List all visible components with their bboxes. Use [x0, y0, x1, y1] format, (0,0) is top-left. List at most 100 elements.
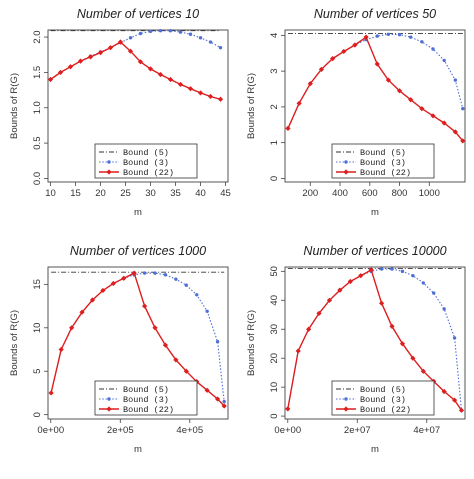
y-tick-label: 50 [269, 266, 280, 277]
data-point-bound3 [431, 47, 435, 51]
data-point-bound22 [162, 342, 169, 348]
x-tick-label: 4e+05 [176, 425, 203, 436]
data-point-bound22 [77, 58, 84, 64]
series-line-2 [50, 272, 225, 402]
data-point-bound3 [198, 36, 203, 40]
chart-panel-3: Number of vertices 1000 0e+00 2e+05 4e+05 0 5… [9, 244, 229, 455]
data-point-bound3 [163, 273, 168, 277]
data-point-bound3 [222, 399, 226, 404]
x-tick-label: 400 [332, 188, 348, 199]
data-point-bound3 [432, 291, 436, 295]
data-point-bound22 [107, 45, 114, 51]
data-point-bound3 [153, 271, 157, 275]
data-point-bound22 [460, 138, 466, 144]
y-tick-label: 40 [269, 295, 280, 306]
series-line-2 [50, 30, 221, 80]
data-point-bound22 [347, 278, 353, 285]
data-point-bound22 [410, 355, 416, 361]
data-point-bound3 [442, 307, 446, 311]
data-point-bound22 [127, 48, 134, 54]
data-point-bound3 [452, 336, 457, 340]
chart-title: Number of vertices 10000 [303, 244, 446, 258]
legend-marker-bound3 [107, 397, 111, 401]
y-tick-label: 0 [269, 176, 280, 181]
data-point-bound22 [295, 348, 301, 354]
data-point-bound3 [138, 31, 143, 36]
y-tick-label: 10 [32, 323, 43, 334]
y-axis-label: Bounds of R(G) [246, 310, 257, 376]
x-tick-label: 0e+00 [274, 425, 301, 436]
data-point-bound22 [217, 96, 224, 102]
y-axis-label: Bounds of R(G) [246, 73, 257, 139]
data-point-bound22 [204, 387, 210, 393]
x-tick-label: 35 [170, 188, 181, 199]
data-point-bound22 [183, 368, 189, 374]
legend-marker-bound22 [106, 406, 112, 412]
legend-marker-bound3 [344, 160, 348, 164]
data-point-bound22 [337, 287, 343, 293]
data-point-bound22 [197, 90, 204, 96]
y-tick-label: 3 [269, 68, 280, 73]
data-point-bound3 [184, 283, 189, 287]
chart-panel-2: Number of vertices 50 200 400 600 800 1000 0 1 2… [246, 7, 466, 218]
data-point-bound3 [409, 35, 413, 39]
legend-label: Bound (5) [123, 385, 169, 395]
data-point-bound3 [158, 29, 163, 33]
x-tick-label: 0e+00 [37, 425, 64, 436]
series-line-2 [287, 268, 463, 411]
legend-label: Bound (3) [123, 158, 169, 168]
data-point-bound3 [128, 36, 133, 40]
x-tick-label: 30 [145, 188, 156, 199]
data-point-bound22 [451, 397, 458, 403]
data-point-bound22 [69, 325, 75, 331]
data-point-bound3 [421, 281, 426, 285]
series-line-3 [50, 272, 225, 407]
data-point-bound3 [188, 32, 193, 36]
data-point-bound22 [419, 106, 425, 112]
plot-frame [47, 29, 229, 183]
legend-label: Bound (3) [123, 395, 169, 405]
chart-panel-1: Number of vertices 10 10 15 20 25 30 35 40 45 0.0… [9, 7, 231, 218]
plot-frame [47, 266, 229, 420]
legend: Bound (5)Bound (3)Bound (22) [94, 380, 198, 416]
legend-marker-bound3 [107, 160, 111, 164]
data-point-bound22 [306, 326, 312, 332]
data-point-bound22 [352, 42, 358, 48]
x-axis-label: m [134, 444, 142, 455]
x-axis-label: m [134, 207, 142, 218]
x-axis-label: m [371, 207, 379, 218]
data-point-bound22 [385, 77, 391, 83]
x-tick-label: 4e+07 [413, 425, 440, 436]
data-point-bound22 [399, 341, 406, 347]
x-tick-label: 2e+05 [107, 425, 134, 436]
legend: Bound (5)Bound (3)Bound (22) [331, 380, 435, 416]
legend-marker-bound22 [343, 169, 349, 175]
y-tick-label: 5 [32, 369, 43, 374]
data-point-bound22 [296, 100, 302, 106]
data-point-bound3 [397, 32, 402, 37]
legend-label: Bound (22) [360, 168, 411, 178]
x-tick-label: 2e+07 [344, 425, 371, 436]
data-point-bound3 [386, 32, 391, 36]
chart-title: Number of vertices 50 [314, 7, 436, 21]
x-tick-label: 40 [195, 188, 206, 199]
chart-panel-4: Number of vertices 10000 0e+00 2e+07 4e+07 0… [246, 244, 466, 455]
legend-label: Bound (22) [123, 168, 174, 178]
data-point-bound22 [221, 403, 227, 409]
y-tick-label: 10 [269, 382, 280, 393]
data-point-bound22 [285, 125, 291, 131]
legend-label: Bound (3) [360, 158, 406, 168]
x-axis-label: m [371, 444, 379, 455]
data-point-bound3 [178, 30, 183, 34]
y-tick-label: 20 [269, 353, 280, 364]
data-point-bound3 [205, 309, 209, 313]
data-point-bound22 [187, 86, 194, 92]
data-point-bound22 [363, 34, 369, 40]
y-tick-label: 2.0 [32, 30, 43, 43]
data-point-bound22 [341, 48, 347, 55]
data-point-bound22 [452, 129, 458, 135]
x-tick-label: 1000 [419, 188, 440, 199]
data-point-bound22 [420, 368, 426, 374]
y-tick-label: 0 [32, 412, 43, 417]
data-point-bound22 [389, 323, 395, 329]
